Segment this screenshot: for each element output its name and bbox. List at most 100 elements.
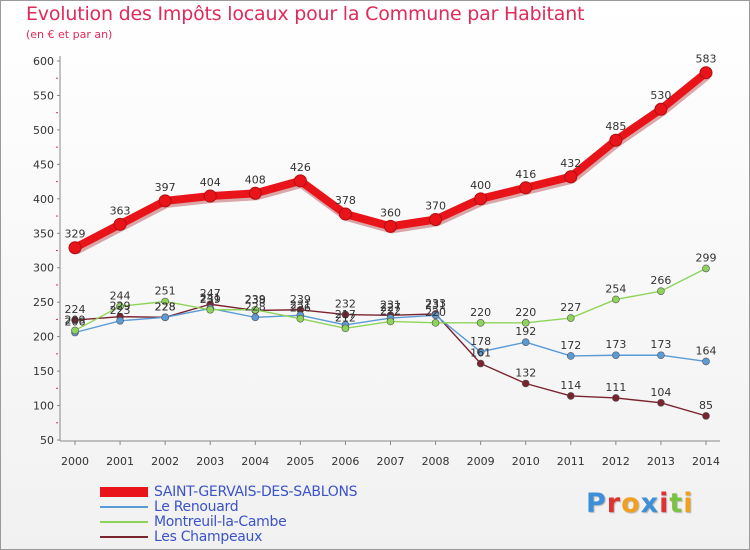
data-label: 239	[245, 293, 266, 306]
data-label: 223	[110, 304, 131, 317]
data-point	[203, 189, 217, 203]
data-point	[341, 310, 350, 319]
data-point	[657, 287, 665, 295]
x-axis-ticks: 2000 2001 2002 2003 2004 2005 2006 2007 2008 2009…	[61, 441, 720, 468]
data-label: 161	[470, 347, 491, 360]
data-point	[566, 392, 575, 400]
data-point	[431, 311, 440, 320]
y-tick-label: 200	[33, 331, 54, 344]
chart-subtitle: (en € et par an)	[26, 28, 113, 41]
data-point	[521, 338, 530, 346]
y-tick-label: 100	[33, 400, 54, 413]
data-label: 224	[65, 303, 86, 316]
legend-label: Le Renouard	[154, 499, 239, 515]
data-point	[113, 217, 127, 231]
legend-label: Montreuil-la-Cambe	[154, 514, 287, 530]
data-point	[702, 264, 710, 273]
data-label: 239	[200, 293, 221, 306]
legend-swatch	[100, 536, 148, 538]
data-point	[431, 319, 440, 327]
data-label: 360	[380, 206, 401, 219]
x-tick-label: 2013	[647, 455, 675, 468]
y-tick-label: 350	[33, 227, 54, 240]
data-label: 254	[605, 282, 626, 295]
y-tick-label: 400	[33, 193, 54, 206]
data-label: 222	[380, 304, 401, 317]
data-label: 178	[470, 335, 491, 348]
data-point	[564, 170, 578, 184]
data-label: 299	[696, 251, 717, 264]
x-tick-label: 2005	[286, 455, 314, 468]
data-point	[612, 295, 620, 304]
data-point	[296, 314, 305, 323]
x-tick-label: 2011	[557, 455, 585, 468]
data-label: 247	[200, 287, 221, 300]
data-point	[609, 133, 623, 147]
data-point	[702, 357, 710, 366]
logo-letter: o	[621, 488, 641, 519]
data-label: 238	[245, 293, 266, 306]
data-point	[657, 398, 665, 407]
data-point	[519, 181, 533, 195]
x-tick-label: 2012	[602, 455, 630, 468]
data-point	[612, 394, 620, 402]
data-point	[657, 351, 665, 360]
x-tick-label: 2014	[692, 455, 720, 468]
x-tick-label: 2004	[241, 455, 269, 468]
legend-label: SAINT-GERVAIS-DES-SABLONS	[154, 484, 358, 500]
logo-letter: x	[640, 488, 660, 519]
data-label: 239	[290, 293, 311, 306]
data-label: 363	[110, 204, 131, 217]
y-tick-label: 250	[33, 296, 54, 309]
data-point	[612, 351, 620, 360]
data-point	[68, 241, 82, 255]
data-point	[476, 319, 485, 327]
data-label: 408	[245, 173, 266, 186]
data-point	[654, 102, 668, 116]
y-tick-label: 550	[33, 89, 54, 102]
data-label: 228	[245, 300, 266, 313]
legend-swatch	[100, 487, 148, 497]
x-tick-label: 2003	[196, 455, 224, 468]
data-label: 85	[699, 399, 713, 412]
data-point	[699, 66, 713, 80]
x-tick-label: 2001	[106, 455, 134, 468]
data-point	[341, 324, 350, 333]
data-point	[71, 316, 79, 324]
data-point	[251, 305, 260, 314]
data-label: 172	[560, 339, 581, 352]
data-label: 220	[425, 306, 446, 319]
data-label: 228	[155, 300, 176, 313]
data-label: 244	[110, 289, 131, 302]
data-point	[206, 305, 215, 314]
data-point	[116, 302, 124, 311]
data-label: 231	[425, 298, 446, 311]
x-tick-label: 2000	[61, 455, 89, 468]
x-tick-label: 2008	[422, 455, 450, 468]
data-label: 227	[380, 301, 401, 314]
data-point	[476, 347, 485, 356]
data-label: 229	[110, 300, 131, 313]
data-label: 114	[560, 379, 581, 392]
data-label: 104	[650, 386, 671, 399]
legend-swatch	[100, 521, 148, 523]
logo-letter: P	[586, 488, 607, 519]
data-label: 232	[335, 298, 356, 311]
data-label: 416	[515, 168, 536, 181]
data-label: 206	[65, 316, 86, 329]
data-point	[158, 194, 172, 208]
data-label: 212	[335, 311, 356, 324]
data-point	[566, 352, 575, 360]
data-labels: 329 363 397 404 408 426 378 360 370 400 416 432 485 5…	[65, 53, 717, 412]
data-point	[429, 212, 443, 226]
y-axis-ticks: 50 100 150 200 250 300 350 400 450 500 550 600	[33, 55, 60, 447]
data-label: 220	[470, 306, 491, 319]
data-label: 378	[335, 194, 356, 207]
logo-letter: i	[683, 488, 694, 519]
y-tick-label: 500	[33, 124, 54, 137]
data-label: 228	[155, 300, 176, 313]
data-point	[384, 219, 397, 233]
data-point	[161, 297, 169, 306]
